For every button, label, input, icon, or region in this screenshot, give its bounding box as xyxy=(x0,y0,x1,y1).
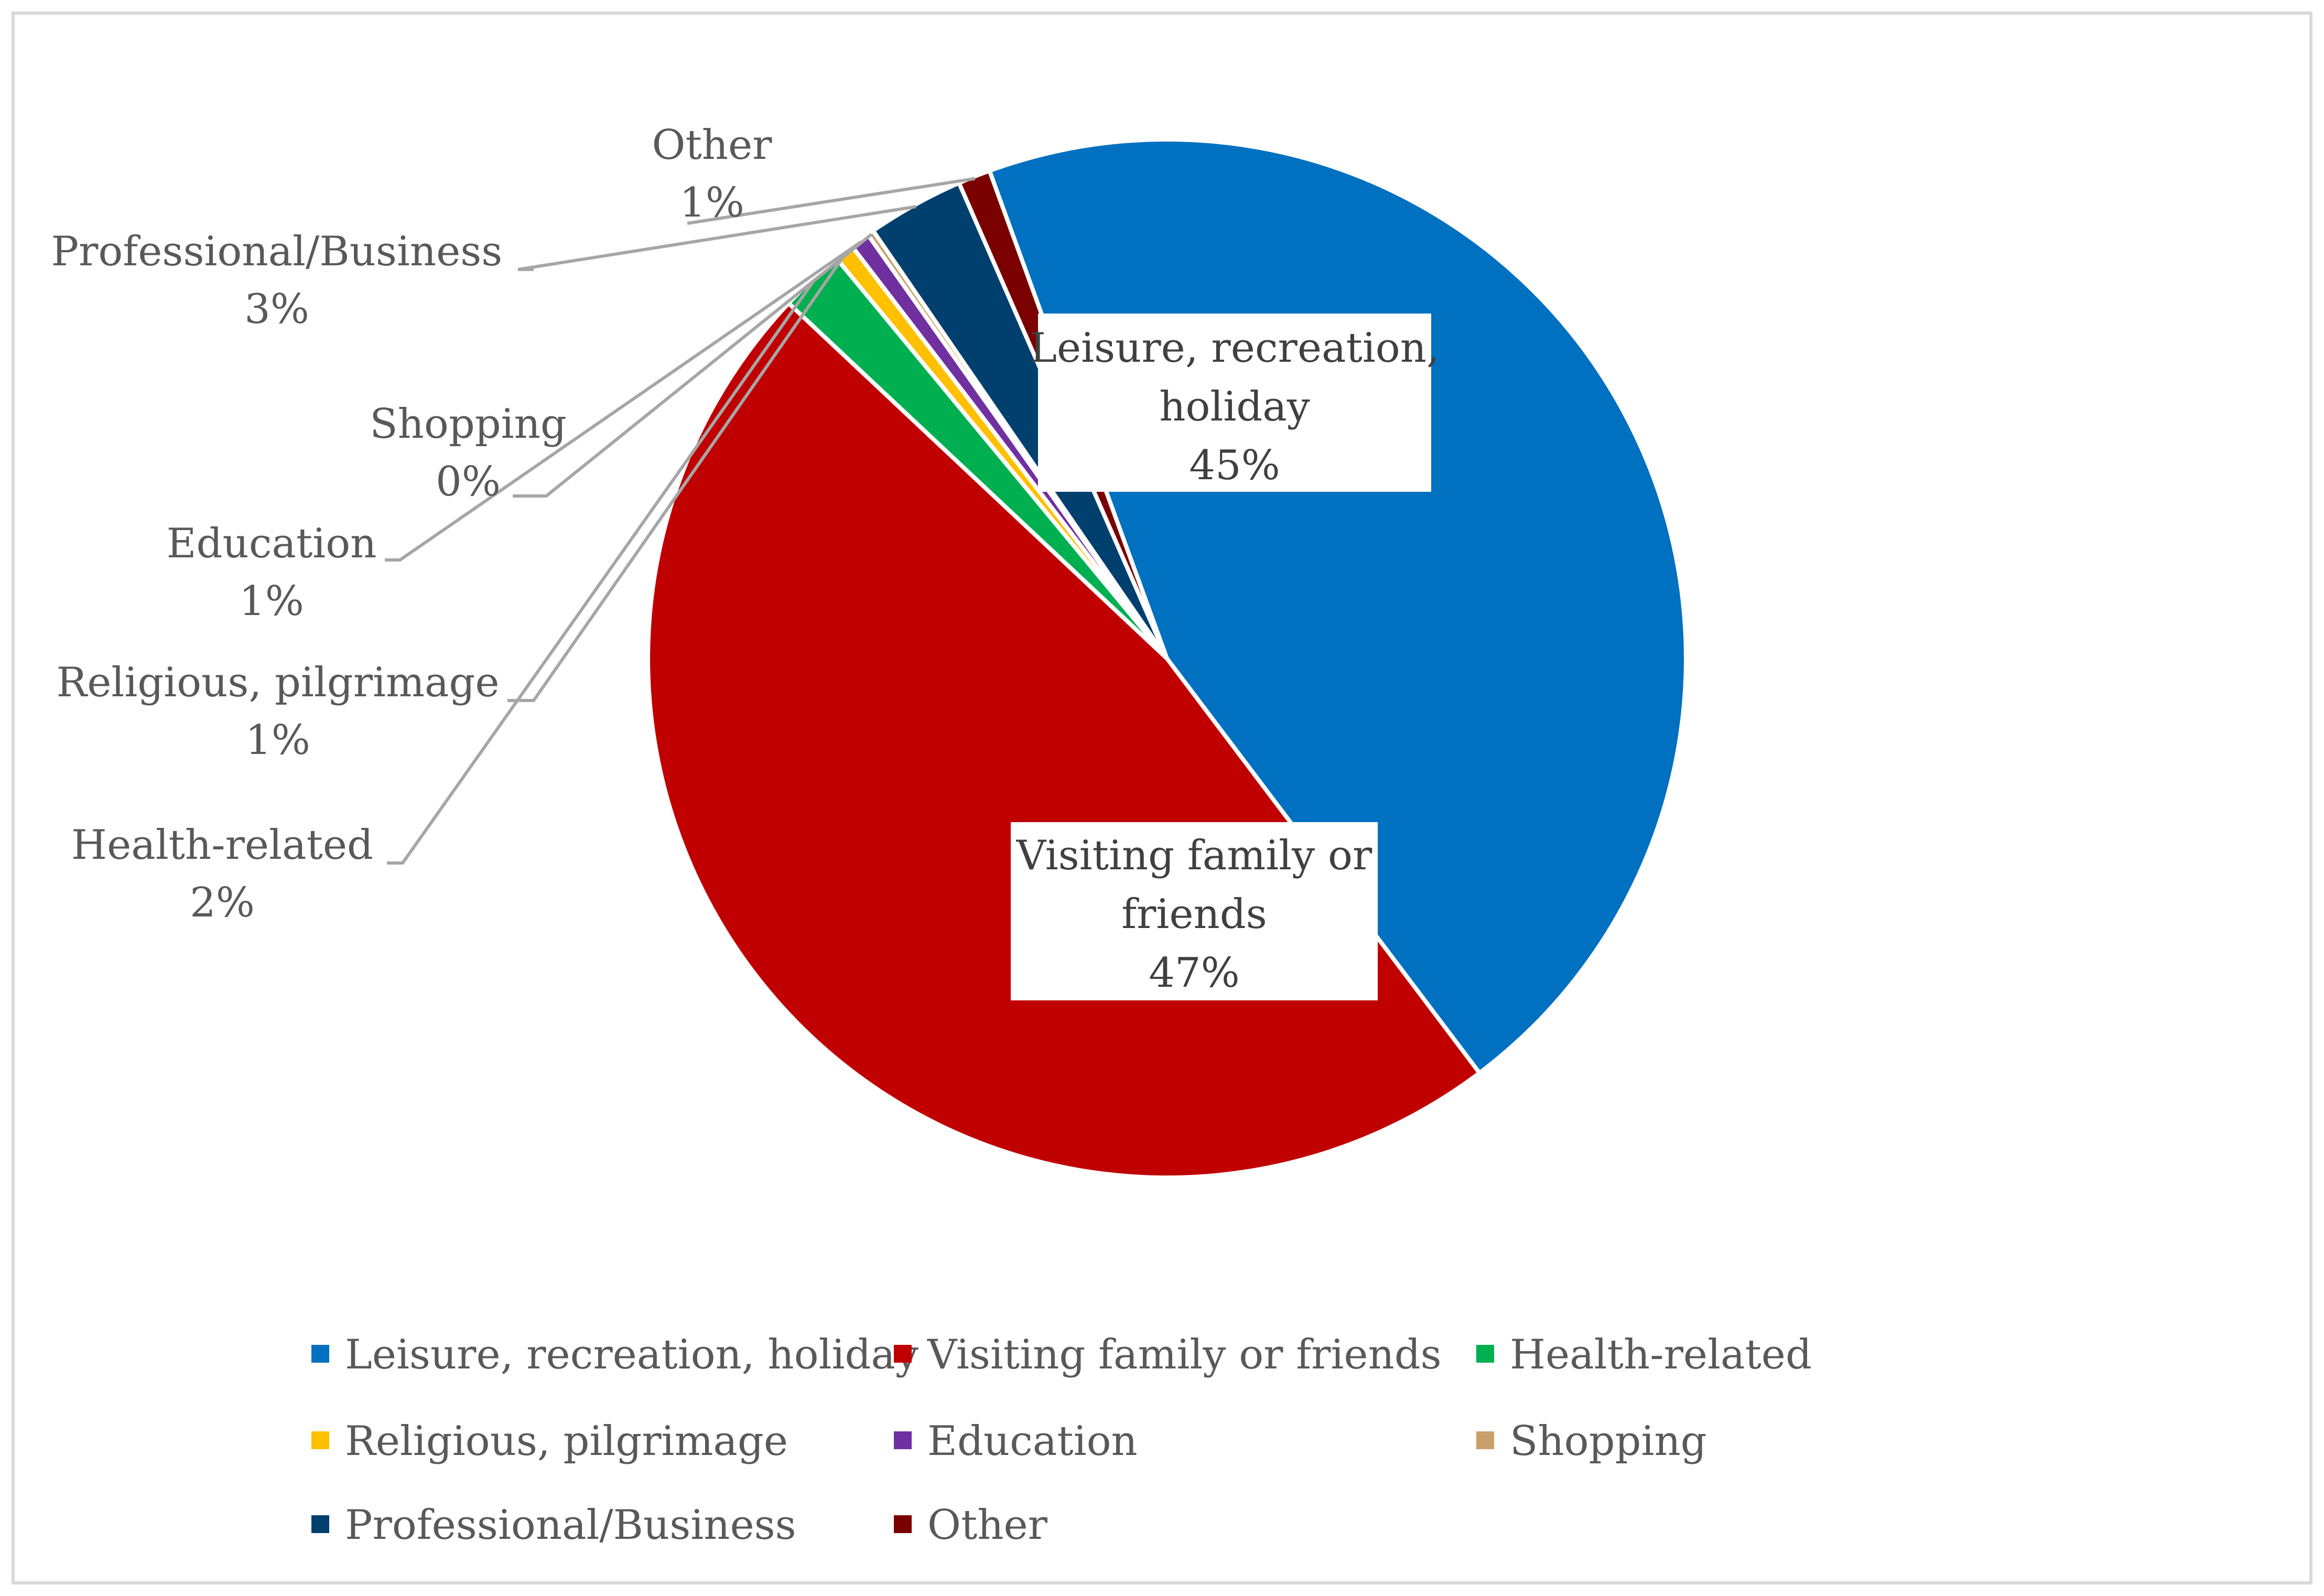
legend-label-religious: Religious, pilgrimage xyxy=(345,1418,788,1465)
leader-lines xyxy=(385,177,976,865)
leader-line-health-related xyxy=(387,281,815,865)
pie-chart: Leisure, recreation, holiday 45% Visitin… xyxy=(51,122,1812,1549)
chart-area: Leisure, recreation, holiday 45% Visitin… xyxy=(12,12,2312,1584)
outer-label-health-name: Health-related xyxy=(71,822,373,869)
legend-swatch-professional xyxy=(311,1515,329,1533)
inner-label-leisure-line2: holiday xyxy=(1159,383,1310,430)
legend-label-visiting: Visiting family or friends xyxy=(927,1331,1442,1378)
outer-label-religious-pct: 1% xyxy=(245,717,310,764)
legend-swatch-health xyxy=(1476,1345,1494,1363)
leader-line-other xyxy=(687,177,976,225)
outer-label-other-pct: 1% xyxy=(679,179,744,227)
legend-label-health: Health-related xyxy=(1510,1331,1812,1378)
inner-label-visiting-pct: 47% xyxy=(1149,950,1239,997)
inner-label-leisure-pct: 45% xyxy=(1189,442,1280,489)
leader-line-shopping xyxy=(513,233,873,498)
outer-label-religious: Religious, pilgrimage 1% xyxy=(56,659,499,764)
legend: Leisure, recreation, holiday Visiting fa… xyxy=(311,1331,1812,1549)
legend-swatch-other xyxy=(894,1515,912,1533)
outer-label-other-name: Other xyxy=(652,122,773,169)
outer-label-education-name: Education xyxy=(167,520,377,567)
outer-label-other: Other 1% xyxy=(652,122,773,227)
outer-label-education-pct: 1% xyxy=(239,578,304,625)
inner-label-visiting: Visiting family or friends 47% xyxy=(1011,822,1378,1000)
inner-label-visiting-line1: Visiting family or xyxy=(1016,832,1372,879)
outer-label-shopping: Shopping 0% xyxy=(370,401,567,505)
outer-label-shopping-pct: 0% xyxy=(436,458,501,505)
legend-label-professional: Professional/Business xyxy=(345,1502,796,1549)
inner-label-visiting-line2: friends xyxy=(1121,891,1267,938)
outer-label-professional-name: Professional/Business xyxy=(51,228,503,275)
legend-label-leisure: Leisure, recreation, holiday xyxy=(345,1331,918,1378)
outer-label-health-pct: 2% xyxy=(190,879,255,926)
outer-label-religious-name: Religious, pilgrimage xyxy=(56,659,499,706)
legend-swatch-religious xyxy=(311,1431,329,1449)
legend-label-education: Education xyxy=(927,1418,1138,1465)
legend-swatch-leisure xyxy=(311,1345,329,1363)
inner-label-leisure-line1: Leisure, recreation, xyxy=(1030,325,1440,372)
outer-label-health: Health-related 2% xyxy=(71,822,373,926)
leader-line-professional-business xyxy=(517,205,916,271)
legend-label-shopping: Shopping xyxy=(1510,1418,1707,1465)
outer-label-education: Education 1% xyxy=(167,520,377,625)
leader-line-education xyxy=(385,240,862,562)
outer-label-shopping-name: Shopping xyxy=(370,401,567,448)
outer-label-professional: Professional/Business 3% xyxy=(51,228,503,333)
legend-swatch-shopping xyxy=(1476,1431,1494,1449)
legend-label-other: Other xyxy=(927,1502,1048,1549)
inner-label-leisure: Leisure, recreation, holiday 45% xyxy=(1030,314,1440,492)
legend-swatch-visiting xyxy=(894,1345,912,1363)
legend-swatch-education xyxy=(894,1431,912,1449)
pie-slices xyxy=(646,137,1689,1180)
outer-label-professional-pct: 3% xyxy=(244,286,309,333)
